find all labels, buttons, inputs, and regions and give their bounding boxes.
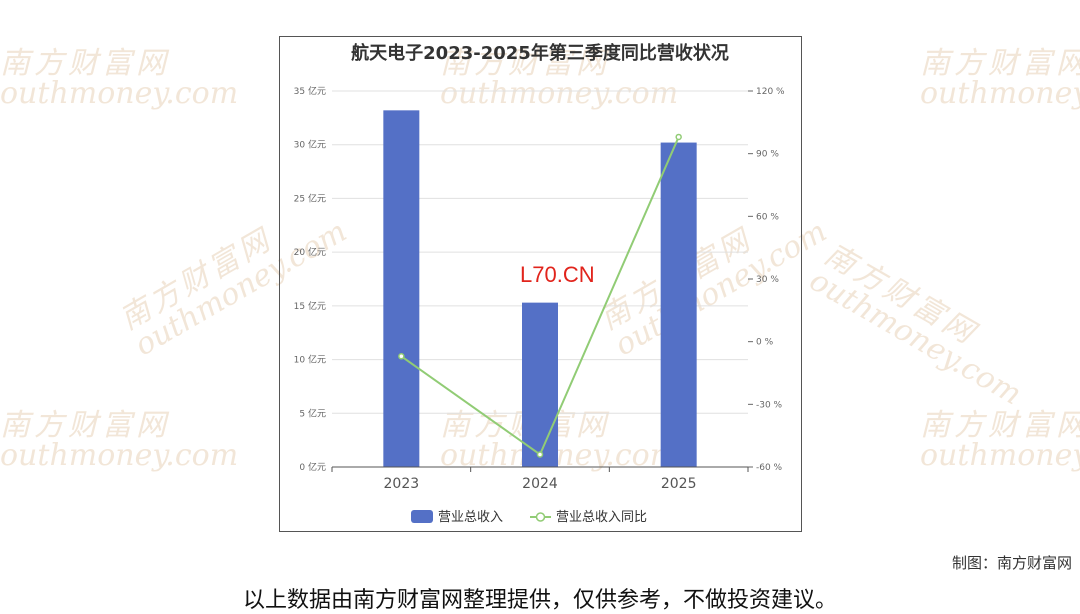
legend-bar-swatch (411, 510, 433, 523)
y-left-tick-label: 10 亿元 (294, 354, 326, 366)
chart-credit: 制图：南方财富网 (951, 554, 1072, 572)
y-left-ticks: 0 亿元 5 亿元 10 亿元 15 亿元 20 亿元 25 亿元 30 亿元 35 亿元 (294, 85, 326, 473)
x-tick-label: 2023 (384, 476, 420, 492)
bar-series (383, 110, 697, 467)
line-point-2025 (675, 133, 682, 141)
watermark-left-top: 南方财富网 outhmoney.com (0, 46, 239, 111)
y-left-tick-label: 30 亿元 (294, 139, 326, 151)
y-right-tick-label: -30 % (756, 400, 783, 410)
x-tick-label: 2025 (661, 476, 697, 492)
x-axis: 2023 2024 2025 (331, 466, 749, 492)
y-right-tick-label: 120 % (756, 87, 785, 97)
y-right-tick-label: 90 % (756, 150, 779, 160)
y-left-tick-label: 20 亿元 (294, 246, 326, 258)
chart-svg: 航天电子2023-2025年第三季度同比营收状况 0 亿元 5 亿元 10 亿元 15… (294, 42, 785, 525)
legend: 营业总收入 营业总收入同比 (411, 510, 647, 525)
x-tick-label: 2024 (522, 476, 558, 492)
line-series (398, 133, 682, 458)
line-point-2023 (398, 353, 405, 360)
bar-2025 (660, 142, 697, 467)
y-left-tick-label: 15 亿元 (294, 300, 326, 312)
y-right-tick-label: 60 % (756, 212, 779, 222)
watermark-site-code: L70.CN (520, 262, 595, 287)
y-right-tick-label: 30 % (756, 275, 779, 285)
legend-line-marker (535, 512, 546, 522)
y-left-tick-label: 0 亿元 (299, 461, 326, 473)
y-right-tick-label: -60 % (756, 463, 783, 473)
y-left-tick-label: 5 亿元 (299, 407, 326, 419)
watermark-left-bottom: 南方财富网 outhmoney.com (0, 408, 239, 473)
legend-bar-label: 营业总收入 (438, 510, 503, 525)
bar-2024 (522, 302, 558, 467)
y-right-tick-label: 0 % (756, 338, 774, 348)
line-point-2024 (536, 451, 544, 458)
chart-title: 航天电子2023-2025年第三季度同比营收状况 (351, 42, 729, 64)
y-left-tick-label: 35 亿元 (294, 85, 326, 97)
chart-panel: 航天电子2023-2025年第三季度同比营收状况 0 亿元 5 亿元 10 亿元 15… (279, 36, 802, 532)
disclaimer-text: 以上数据由南方财富网整理提供，仅供参考，不做投资建议。 (242, 588, 837, 613)
watermark-rot-2: 南方财富网 outhmoney.com (803, 236, 1028, 413)
bar-2023 (383, 110, 420, 467)
y-right-ticks: -60 % -30 % 0 % 30 % 60 % 90 % 120 % (748, 87, 785, 473)
legend-line-label: 营业总收入同比 (556, 510, 647, 525)
y-left-tick-label: 25 亿元 (294, 192, 326, 204)
